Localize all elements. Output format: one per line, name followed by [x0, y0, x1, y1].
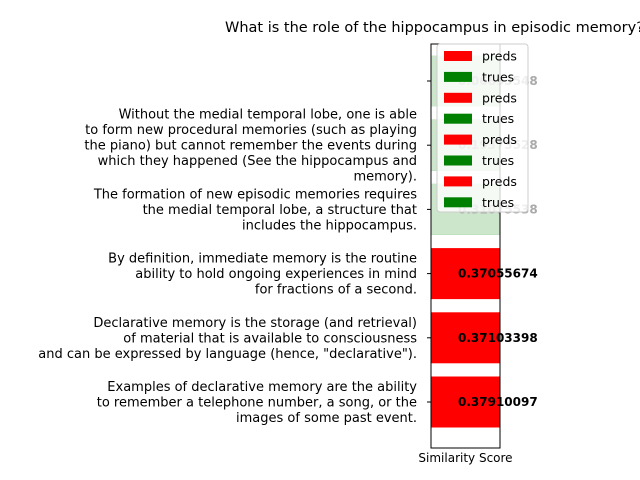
legend-label-preds: preds [482, 90, 517, 105]
value-label-2: 0.37055674 [458, 267, 538, 281]
legend-label-trues: trues [482, 69, 514, 84]
legend-box [436, 43, 529, 213]
y-tick-label-0: Examples of declarative memory are the a… [97, 380, 418, 426]
bar-preds-2 [431, 248, 500, 300]
y-tick-label-1: Declarative memory is the storage (and r… [38, 316, 417, 362]
legend-label-trues: trues [482, 195, 514, 210]
y-tick-label-3: The formation of new episodic memories r… [93, 187, 417, 233]
y-tick-labels: Examples of declarative memory are the a… [38, 80, 431, 426]
legend-swatch-trues [444, 197, 472, 208]
legend-swatch-preds [444, 176, 472, 187]
value-label-0: 0.37910097 [458, 395, 538, 409]
legend-label-preds: preds [482, 132, 517, 147]
legend-label-preds: preds [482, 174, 517, 189]
y-tick-label-4: Without the medial temporal lobe, one is… [84, 108, 417, 185]
x-axis-label: Similarity Score [418, 451, 512, 465]
legend-swatch-preds [444, 134, 472, 145]
legend-swatch-trues [444, 71, 472, 82]
bar-preds-0 [431, 376, 500, 428]
legend-label-preds: preds [482, 49, 517, 64]
legend-swatch-preds [444, 92, 472, 103]
legend: preds trues preds trues preds trues preds trues [436, 43, 529, 213]
legend-swatch-trues [444, 113, 472, 124]
value-label-1: 0.37103398 [458, 331, 538, 345]
chart-title: What is the role of the hippocampus in e… [225, 20, 640, 36]
legend-swatch-preds [444, 51, 472, 61]
y-tick-label-2: By definition, immediate memory is the r… [108, 252, 417, 298]
bar-preds-1 [431, 312, 500, 364]
legend-swatch-trues [444, 155, 472, 166]
legend-label-trues: trues [482, 111, 514, 126]
legend-label-trues: trues [482, 153, 514, 168]
